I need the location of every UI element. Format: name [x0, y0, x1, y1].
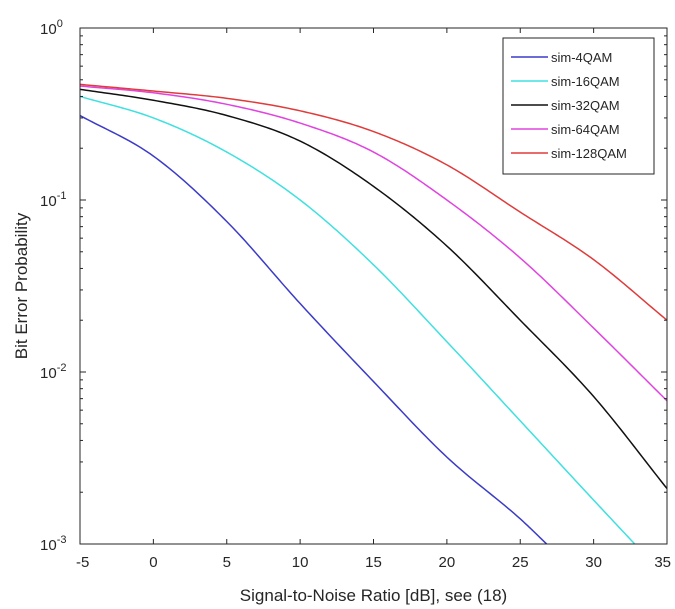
x-tick-label: 5 — [223, 554, 231, 571]
y-tick-exponent: -2 — [57, 362, 67, 374]
x-tick-label: 0 — [149, 554, 157, 571]
y-tick-label: 10-3 — [40, 534, 66, 554]
y-tick-label: 100 — [40, 18, 63, 38]
series-line-sim-4qam — [79, 114, 548, 545]
x-tick-label: -5 — [76, 554, 89, 571]
y-tick-exponent: -1 — [57, 190, 67, 202]
y-tick-label: 10-1 — [40, 190, 66, 210]
y-tick-exponent: 0 — [57, 18, 63, 30]
x-tick-label: 25 — [512, 554, 529, 571]
x-tick-label: 10 — [292, 554, 309, 571]
x-tick-label: 15 — [365, 554, 382, 571]
x-tick-label: 30 — [585, 554, 602, 571]
y-tick-base: 10 — [40, 537, 57, 554]
series-line-sim-16qam — [79, 95, 636, 545]
y-tick-base: 10 — [40, 365, 57, 382]
legend-items: sim-4QAM sim-16QAM sim-32QAM sim-64QAM sim-1… — [511, 50, 627, 161]
series-line-sim-64qam — [79, 85, 668, 402]
legend-label: sim-32QAM — [551, 98, 620, 113]
legend: sim-4QAM sim-16QAM sim-32QAM sim-64QAM sim-1… — [502, 37, 655, 175]
series-layer — [79, 83, 668, 545]
legend-label: sim-128QAM — [551, 146, 627, 161]
y-tick-base: 10 — [40, 21, 57, 38]
x-ticks: -5 0 5 10 15 20 25 30 35 — [76, 28, 671, 571]
x-tick-label: 35 — [654, 554, 671, 571]
series-line-sim-128qam — [79, 83, 668, 321]
y-tick-base: 10 — [40, 193, 57, 210]
y-tick-label: 10-2 — [40, 362, 66, 382]
series-line-sim-32qam — [79, 88, 668, 490]
legend-label: sim-4QAM — [551, 50, 612, 65]
legend-box — [502, 37, 655, 175]
legend-label: sim-64QAM — [551, 122, 620, 137]
legend-label: sim-16QAM — [551, 74, 620, 89]
x-axis-label: Signal-to-Noise Ratio [dB], see (18) — [240, 586, 507, 605]
y-axis-label: Bit Error Probability — [12, 212, 31, 359]
y-tick-exponent: -3 — [57, 534, 67, 546]
x-tick-label: 20 — [439, 554, 456, 571]
